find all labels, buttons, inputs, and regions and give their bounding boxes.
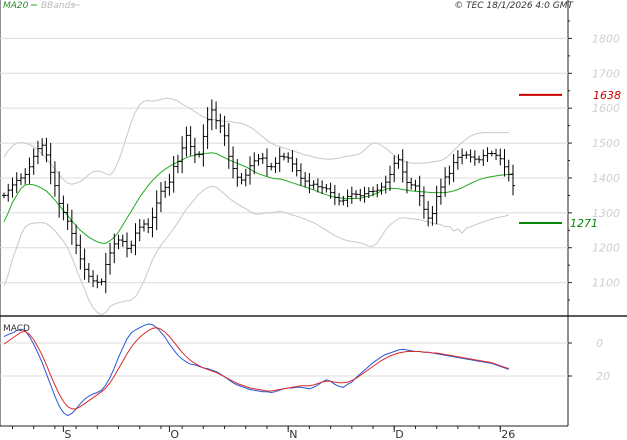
price-gridlines — [0, 37, 568, 284]
y-tick-label: 1600 — [592, 102, 620, 115]
y-tick-label: 1400 — [592, 172, 620, 185]
copyright-text: © TEC 18/1/2026 4:0 GMT — [454, 1, 574, 11]
x-tick-label: D — [395, 428, 403, 440]
signal-line — [3, 327, 509, 410]
y-tick-label: 1500 — [592, 137, 620, 150]
reference-lines: 1638 1271 — [519, 89, 621, 230]
x-tick-label: S — [64, 428, 71, 440]
y-tick-label: 1800 — [592, 32, 620, 45]
macd-gridlines — [0, 342, 568, 377]
macd-tick-label: 0 — [596, 337, 603, 350]
y-axis-ticks: 1100 1200 1300 1400 1500 1600 1700 1800 0 20 — [568, 20, 620, 383]
macd-tick-label: 20 — [596, 370, 610, 383]
x-axis-ticks: S O N D 26 — [11, 426, 515, 440]
bband-lower — [3, 185, 509, 316]
reference-label-1638: 1638 — [593, 89, 621, 102]
y-tick-label: 1300 — [592, 207, 620, 220]
y-tick-label: 1200 — [592, 242, 620, 255]
y-tick-label: 1100 — [592, 277, 620, 290]
reference-label-1271: 1271 — [570, 217, 598, 230]
legend-ma20: MA20 — [3, 1, 29, 11]
bollinger-bands — [3, 97, 509, 316]
x-tick-label: O — [170, 428, 179, 440]
ma20-line — [3, 152, 514, 244]
price-bars — [2, 99, 515, 294]
ma20-path — [3, 152, 514, 244]
macd-panel — [3, 323, 509, 417]
macd-title: MACD — [3, 324, 30, 334]
x-tick-label: 26 — [501, 428, 515, 440]
x-tick-label: N — [289, 428, 297, 440]
legend-bbands: BBands — [41, 1, 75, 11]
y-tick-label: 1700 — [592, 67, 620, 80]
bband-upper — [3, 97, 509, 185]
macd-line — [3, 323, 509, 417]
